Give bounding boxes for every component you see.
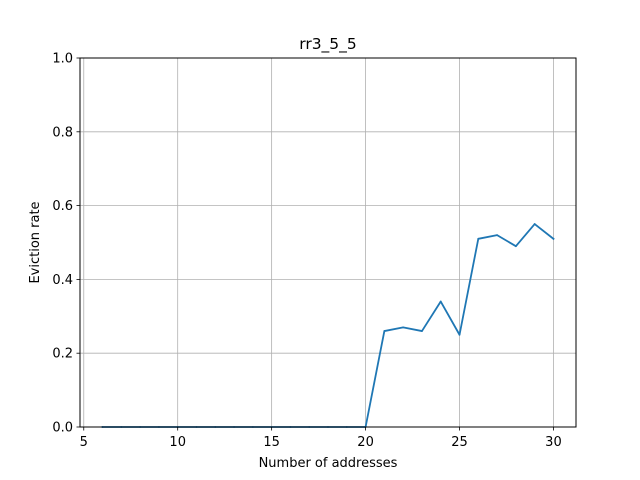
data-point [533, 223, 536, 225]
x-tick-label: 5 [80, 435, 88, 450]
data-point [477, 237, 480, 240]
x-tick-label: 25 [451, 435, 468, 450]
x-tick-label: 20 [357, 435, 374, 450]
y-tick-label: 0.8 [52, 125, 73, 140]
data-point [458, 333, 461, 336]
data-point [514, 245, 517, 248]
y-tick-label: 0.0 [52, 421, 73, 436]
plot-area-frame [79, 57, 577, 428]
x-tick-label: 30 [545, 435, 562, 450]
x-tick-label: 15 [263, 435, 280, 450]
y-tick-label: 0.6 [52, 199, 73, 214]
y-tick-label: 0.2 [52, 347, 73, 362]
data-point [552, 237, 555, 240]
chart-title: rr3_5_5 [299, 35, 357, 54]
grid-lines [80, 57, 576, 428]
y-axis-ticks: 0.0 0.2 0.4 0.6 0.8 1.0 [52, 52, 80, 436]
y-tick-label: 1.0 [52, 52, 73, 67]
x-axis-ticks: 5 10 15 20 25 30 [80, 427, 562, 450]
x-tick-label: 10 [169, 435, 186, 450]
data-point [383, 330, 386, 332]
y-tick-label: 0.4 [52, 273, 73, 288]
data-point [421, 330, 423, 332]
data-point [496, 234, 498, 237]
data-point [402, 326, 405, 329]
plot-area-background [80, 58, 576, 427]
data-point [439, 300, 442, 303]
x-axis-title: Number of addresses [259, 456, 398, 471]
y-axis-title: Eviction rate [28, 201, 43, 283]
